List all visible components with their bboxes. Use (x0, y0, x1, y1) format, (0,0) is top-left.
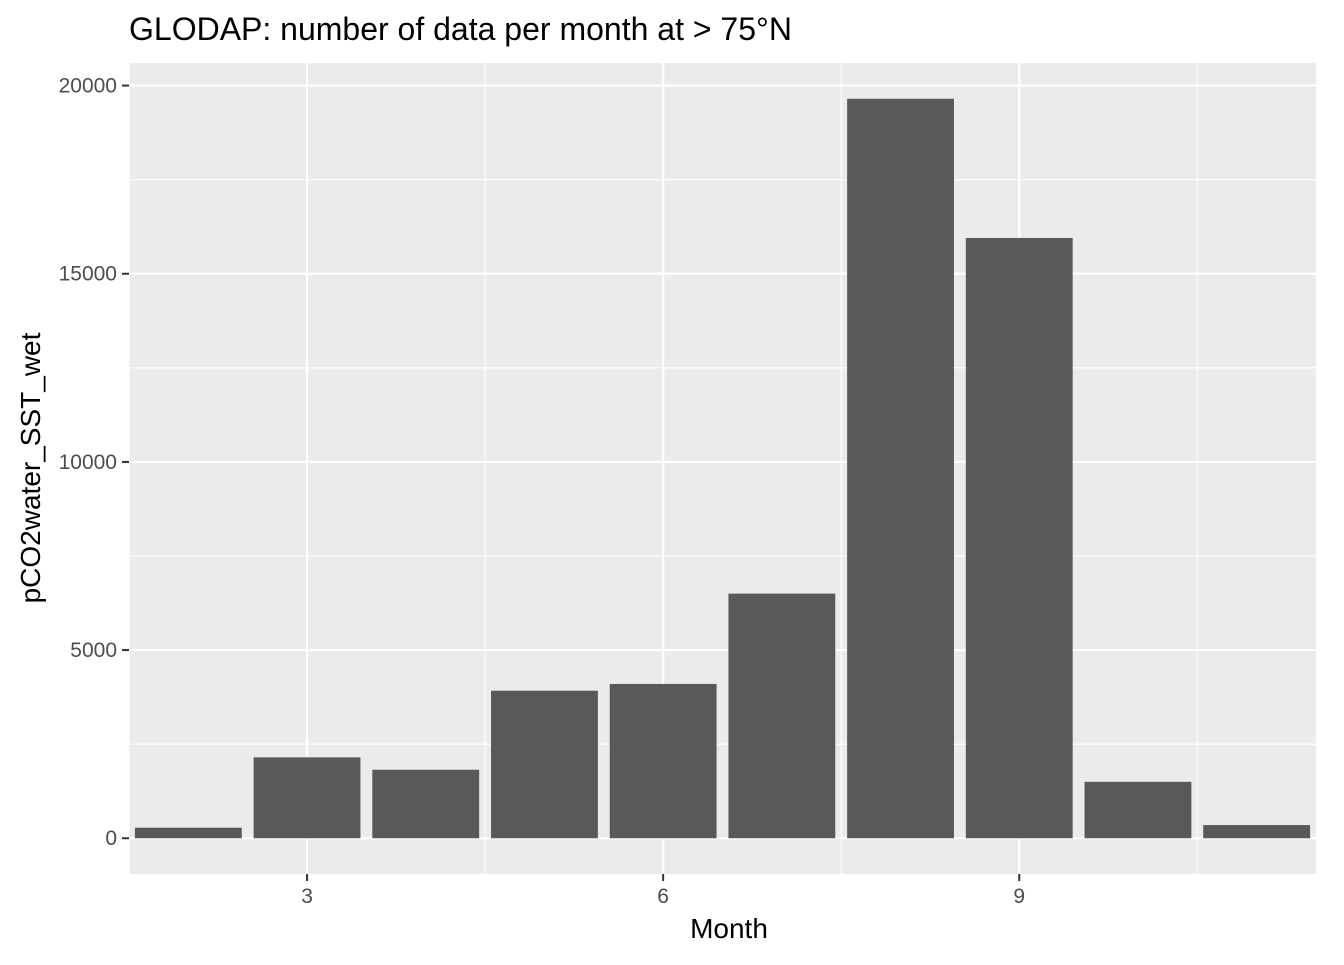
x-axis: 3 6 9 (301, 874, 1025, 908)
plot-panel (129, 63, 1316, 874)
y-tick-label: 20000 (59, 75, 117, 98)
bar (1203, 825, 1311, 839)
x-tick-label: 6 (657, 885, 669, 908)
x-axis-title: Month (690, 913, 768, 944)
bar (491, 690, 598, 839)
minor-gridlines (128, 63, 1316, 874)
y-tick-label: 15000 (59, 263, 117, 286)
y-tick-label: 0 (105, 827, 117, 850)
bar (134, 827, 242, 839)
bars (134, 98, 1311, 839)
bar (253, 757, 361, 839)
x-tick-label: 9 (1013, 885, 1025, 908)
bar (609, 683, 717, 839)
bar (965, 237, 1073, 839)
bar (372, 769, 480, 839)
bar (847, 98, 954, 839)
chart-title: GLODAP: number of data per month at > 75… (129, 11, 792, 47)
y-axis: 0 5000 10000 15000 20000 (59, 75, 129, 850)
y-tick-label: 10000 (59, 451, 117, 474)
y-axis-title: pCO2water_SST_wet (15, 332, 46, 603)
bar (1084, 781, 1192, 839)
y-tick-label: 5000 (70, 639, 117, 662)
bar (728, 593, 836, 839)
x-tick-label: 3 (301, 885, 313, 908)
